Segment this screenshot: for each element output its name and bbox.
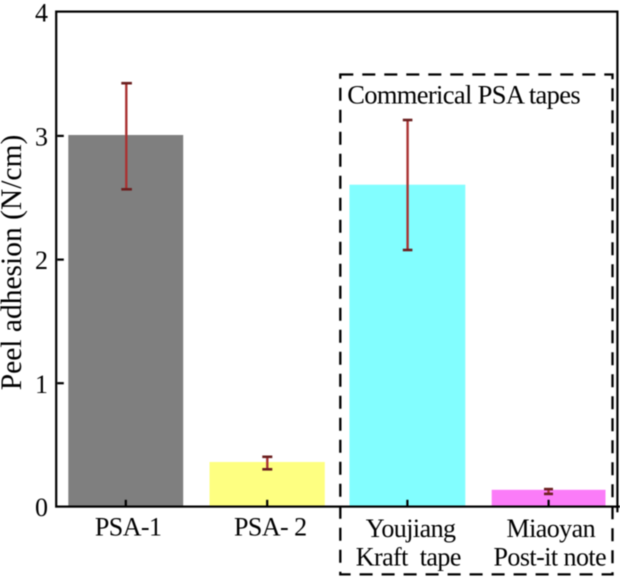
svg-text:Peel adhesion (N/cm): Peel adhesion (N/cm) bbox=[0, 135, 28, 391]
svg-text:2: 2 bbox=[35, 246, 48, 275]
svg-text:PSA-1: PSA-1 bbox=[95, 512, 162, 541]
svg-text:1: 1 bbox=[35, 370, 48, 399]
svg-text:Post-it note: Post-it note bbox=[494, 543, 607, 572]
svg-text:Commerical PSA tapes: Commerical PSA tapes bbox=[347, 80, 580, 110]
svg-text:PSA- 2: PSA- 2 bbox=[234, 512, 307, 541]
svg-text:3: 3 bbox=[35, 123, 48, 152]
svg-text:Youjiang: Youjiang bbox=[366, 514, 456, 543]
svg-text:0: 0 bbox=[35, 493, 48, 522]
svg-text:4: 4 bbox=[35, 0, 48, 28]
svg-text:Miaoyan: Miaoyan bbox=[507, 514, 596, 543]
svg-text:Kraft tape: Kraft tape bbox=[356, 543, 461, 572]
